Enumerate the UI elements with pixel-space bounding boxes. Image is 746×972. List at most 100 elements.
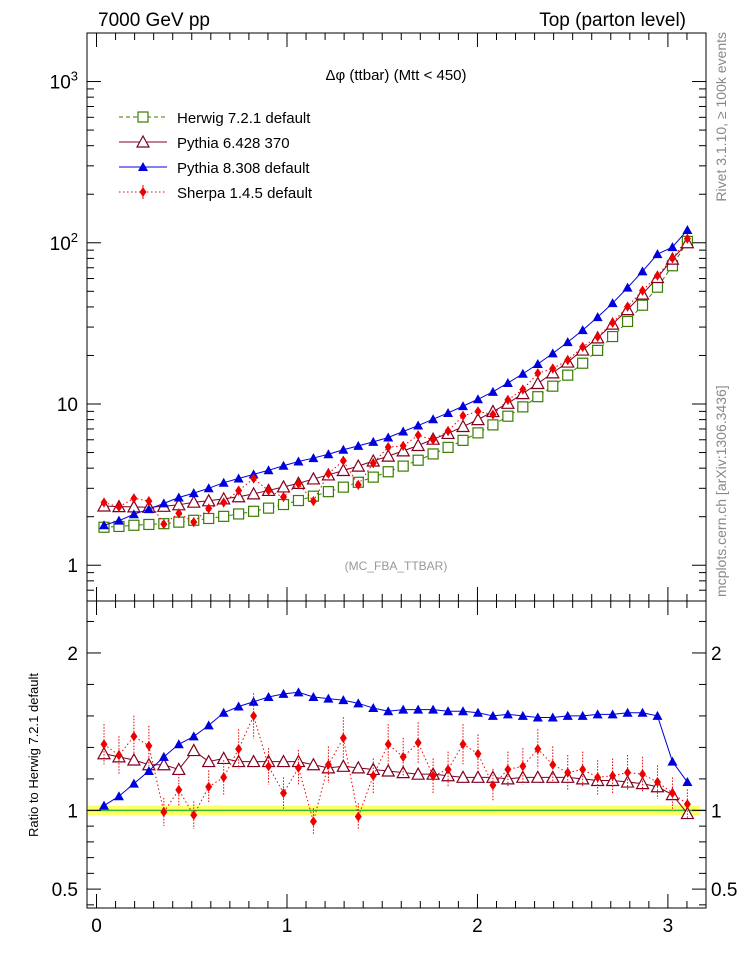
pythia8-ratio-point [517,710,528,720]
herwig-point [143,518,155,531]
side-label-top: Rivet 3.1.10, ≥ 100k events [713,32,729,202]
pythia8-ratio-point [263,692,274,702]
pythia6-ratio-point [441,768,456,782]
pythia8-ratio-line [103,691,688,807]
x-tick-label: 1 [282,916,293,937]
sherpa-ratio-point [444,764,452,775]
herwig-point [621,315,634,328]
sherpa-ratio-point [579,764,587,775]
sherpa-ratio-point [653,777,661,788]
pythia8-point [113,515,124,525]
sherpa-ratio-point [100,739,108,750]
sherpa-point [474,406,482,417]
sherpa-ratio-point [609,770,617,781]
sherpa-point [369,458,377,469]
sherpa-ratio-point [549,759,557,770]
herwig-point [233,508,245,520]
pythia8-point [532,359,543,369]
sherpa-ratio-point [624,767,632,778]
pythia8-point [128,509,139,519]
legend-marker-herwig [137,111,149,123]
sherpa-point [579,341,587,352]
pythia6-ratio-point [351,760,366,774]
sherpa-ratio-point [504,764,512,775]
y-tick-label: 10 [57,395,78,416]
ratio-y-tick-label: 1 [67,801,78,822]
pythia8-ratio-point [383,706,394,716]
pythia8-ratio-point [682,777,693,787]
pythia8-point [487,386,498,396]
sherpa-ratio-point [235,743,243,754]
sherpa-point [324,468,332,479]
pythia8-ratio-point [428,704,439,714]
sherpa-point [384,442,392,453]
sherpa-point [594,331,602,342]
pythia8-point [383,432,394,442]
pythia8-ratio-point [368,703,379,713]
pythia6-ratio-point [680,806,695,820]
pythia8-point [607,298,618,308]
herwig-point [427,448,439,460]
sherpa-point [279,491,287,502]
pythia6-ratio-point [470,770,485,783]
sherpa-point [668,253,676,264]
sherpa-point [130,493,138,504]
herwig-point [651,281,664,293]
sherpa-point [459,410,467,421]
y-tick-label: 1 [67,556,78,577]
legend-label-pythia8: Pythia 8.308 default [177,160,310,177]
herwig-point [367,471,379,483]
sherpa-ratio-point [668,788,676,799]
pythia6-line [103,242,688,508]
sherpa-point [444,426,452,437]
legend-label-pythia6: Pythia 6.428 370 [177,135,290,152]
sherpa-ratio-point [205,781,213,792]
pythia8-ratio-point [248,696,259,706]
ratio-y-tick-label-right: 1 [711,801,722,822]
ratio-plot-frame [86,600,707,909]
herwig-point [562,369,574,381]
pythia8-point [502,377,513,387]
legend-label-sherpa: Sherpa 1.4.5 default [177,185,313,202]
pythia8-ratio-point [607,709,618,719]
pythia8-point [428,414,439,424]
sherpa-ratio-point [339,732,347,743]
pythia8-ratio-point [502,709,513,719]
sherpa-ratio-point [534,743,542,754]
sherpa-point [414,430,422,441]
pythia6-ratio-line [103,749,688,814]
sherpa-ratio-point [594,772,602,783]
pythia8-point [592,312,603,322]
pythia6-point [411,438,426,452]
pythia8-point [278,460,289,470]
sherpa-ratio-point [639,769,647,780]
herwig-point [502,410,514,422]
pythia6-ratio-point [381,763,396,777]
pythia6-ratio-point [171,762,186,776]
sherpa-ratio-point [414,737,422,748]
header-right: Top (parton level) [539,10,686,31]
pythia6-ratio-point [216,751,231,765]
ratio-y-tick-label: 2 [67,644,78,665]
pythia8-ratio-point [188,731,199,741]
pythia8-point [577,325,588,335]
pythia8-line [103,229,688,526]
pythia8-ratio-point [472,707,483,717]
pythia8-ratio-point [667,756,678,766]
pythia6-point [336,463,351,477]
herwig-point [218,510,230,522]
sherpa-point [309,496,317,507]
sherpa-ratio-line [103,714,688,824]
sherpa-point [489,409,497,420]
pythia6-ratio-point [620,774,635,788]
pythia8-ratio-point [547,712,558,722]
sherpa-ratio-point [294,762,302,773]
plot-title: Δφ (ttbar) (Mtt < 450) [325,67,466,84]
pythia8-point [517,368,528,378]
pythia8-ratio-point [592,709,603,719]
pythia8-ratio-point [562,710,573,720]
pythia6-point [186,494,201,508]
herwig-point [382,466,394,478]
sherpa-point [639,285,647,296]
herwig-point [173,516,185,528]
